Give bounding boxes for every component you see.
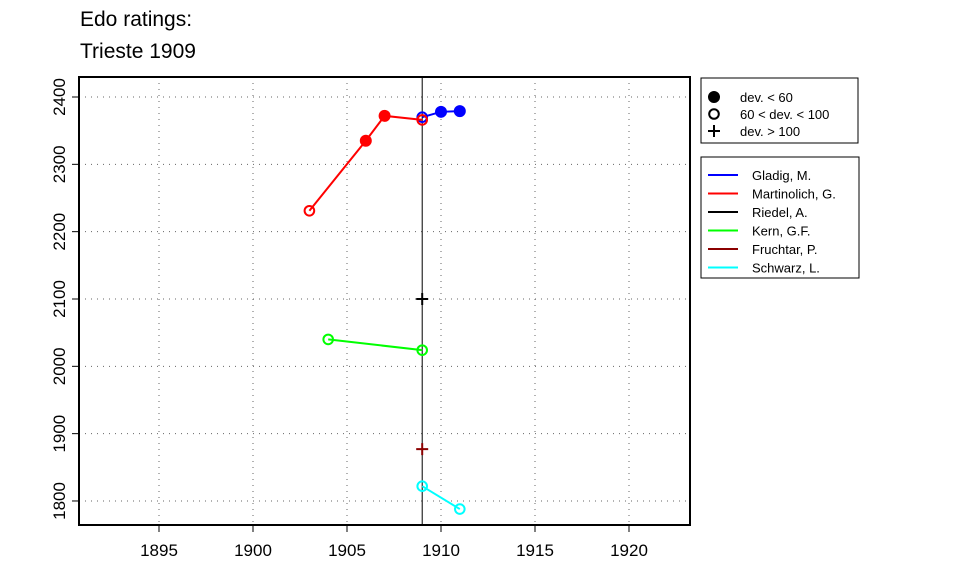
series-line [308, 114, 423, 212]
filled-marker [435, 105, 447, 118]
open-marker [416, 344, 429, 356]
marker-legend-label: 60 < dev. < 100 [740, 107, 829, 122]
marker-legend-label: dev. > 100 [740, 124, 800, 139]
marker-legend-label: dev. < 60 [740, 90, 793, 105]
open-marker [708, 108, 720, 120]
legend-label: Fruchtar, P. [752, 242, 818, 257]
x-tick-label: 1900 [234, 541, 272, 560]
plus-marker [416, 443, 429, 456]
y-tick-label: 1900 [50, 415, 69, 453]
series-line [421, 485, 461, 510]
x-tick-label: 1910 [422, 541, 460, 560]
legend-label: Schwarz, L. [752, 261, 820, 276]
series-schwarz-l- [416, 480, 466, 515]
plot-frame [78, 76, 691, 526]
legend-label: Kern, G.F. [752, 224, 811, 239]
series-martinolich-g- [303, 109, 429, 217]
y-tick-label: 2000 [50, 347, 69, 385]
legend-label: Riedel, A. [752, 205, 808, 220]
filled-marker [378, 109, 391, 122]
x-tick-label: 1915 [516, 541, 554, 560]
y-tick-label: 2300 [50, 145, 69, 183]
legend-label: Martinolich, G. [752, 187, 836, 202]
filled-marker [453, 105, 466, 118]
filled-marker [708, 91, 720, 103]
y-tick-label: 2100 [50, 280, 69, 318]
open-marker [416, 114, 429, 126]
series-gladig-m- [416, 105, 466, 123]
series-fruchtar-p- [416, 443, 429, 456]
filled-marker [359, 134, 372, 147]
y-tick-label: 1800 [50, 482, 69, 520]
chart-title-line1: Edo ratings: [80, 8, 193, 31]
plus-marker [416, 292, 429, 305]
open-marker [322, 333, 335, 346]
open-marker [454, 503, 466, 515]
y-tick-label: 2400 [50, 78, 69, 116]
marker-legend-box [700, 77, 859, 144]
chart-title-line2: Trieste 1909 [80, 40, 196, 63]
series-line [328, 338, 423, 352]
x-tick-label: 1920 [610, 541, 648, 560]
legend-label: Gladig, M. [752, 168, 811, 183]
series-kern-g-f- [322, 333, 429, 356]
x-tick-label: 1905 [328, 541, 366, 560]
x-tick-label: 1895 [140, 541, 178, 560]
open-marker [416, 480, 429, 492]
series-legend-box [700, 156, 860, 279]
open-marker [303, 204, 316, 217]
series-riedel-a- [416, 292, 429, 305]
plus-marker [708, 125, 720, 137]
y-tick-label: 2200 [50, 213, 69, 251]
